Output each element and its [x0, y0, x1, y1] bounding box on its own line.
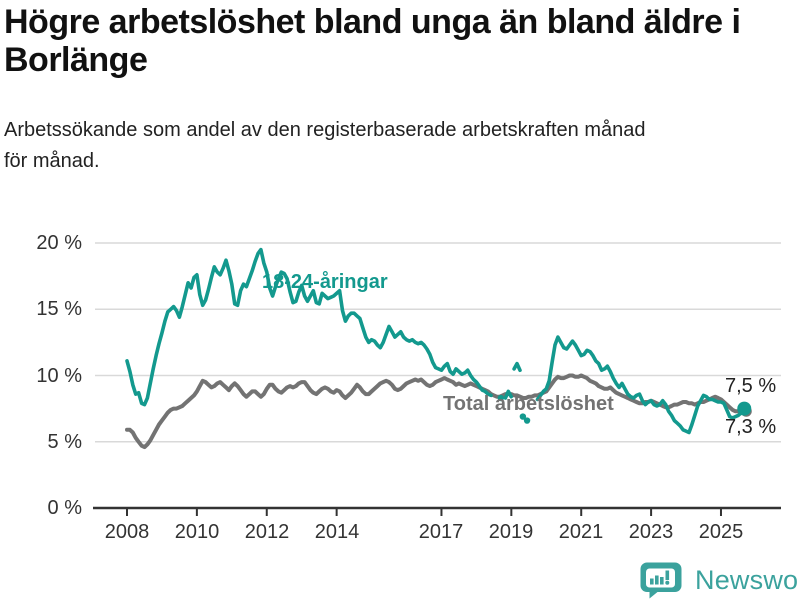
brand-footer[interactable]: Newsworthy — [638, 561, 800, 599]
isolated-data-dot — [523, 417, 531, 424]
x-axis-label-2025: 2025 — [698, 521, 744, 543]
series-line-18-24 — [512, 361, 522, 373]
end-value-label-18-24: 7,5 % — [725, 375, 777, 397]
y-axis-label-10: 10 % — [36, 365, 82, 387]
x-axis-label-2012: 2012 — [244, 521, 290, 543]
logo-bar-chart-glyph — [650, 570, 670, 585]
series-line-18-24 — [125, 247, 493, 407]
x-axis-label-2021: 2021 — [558, 521, 604, 543]
y-axis-label-0: 0 % — [47, 497, 82, 519]
x-axis-label-2014: 2014 — [314, 521, 360, 543]
series-line-18-24 — [535, 335, 747, 435]
series-line-18-24 — [503, 389, 514, 400]
y-axis-label-15: 15 % — [36, 298, 82, 320]
isolated-data-dot — [497, 394, 505, 402]
end-dot-18-24 — [737, 401, 752, 416]
series-label-18-24: 18-24-åringar — [262, 271, 388, 293]
brand-wordmark: Newsworthy — [695, 564, 800, 595]
end-value-label-total: 7,3 % — [725, 416, 777, 438]
isolated-data-dot — [519, 413, 527, 420]
y-axis-label-5: 5 % — [47, 431, 82, 453]
page-title: Högre arbetslöshet bland unga än bland ä… — [4, 3, 741, 80]
series-label-total: Total arbetslöshet — [443, 393, 614, 415]
newsworthy-logo-icon — [640, 562, 682, 599]
page-subtitle: Arbetssökande som andel av den registerb… — [4, 119, 646, 172]
x-axis-label-2023: 2023 — [628, 521, 674, 543]
x-axis-label-2010: 2010 — [174, 521, 220, 543]
series-line-total — [125, 373, 747, 450]
x-axis-label-2017: 2017 — [418, 521, 464, 543]
x-axis-label-2008: 2008 — [104, 521, 150, 543]
y-axis-label-20: 20 % — [36, 232, 82, 254]
x-axis-label-2019: 2019 — [488, 521, 534, 543]
